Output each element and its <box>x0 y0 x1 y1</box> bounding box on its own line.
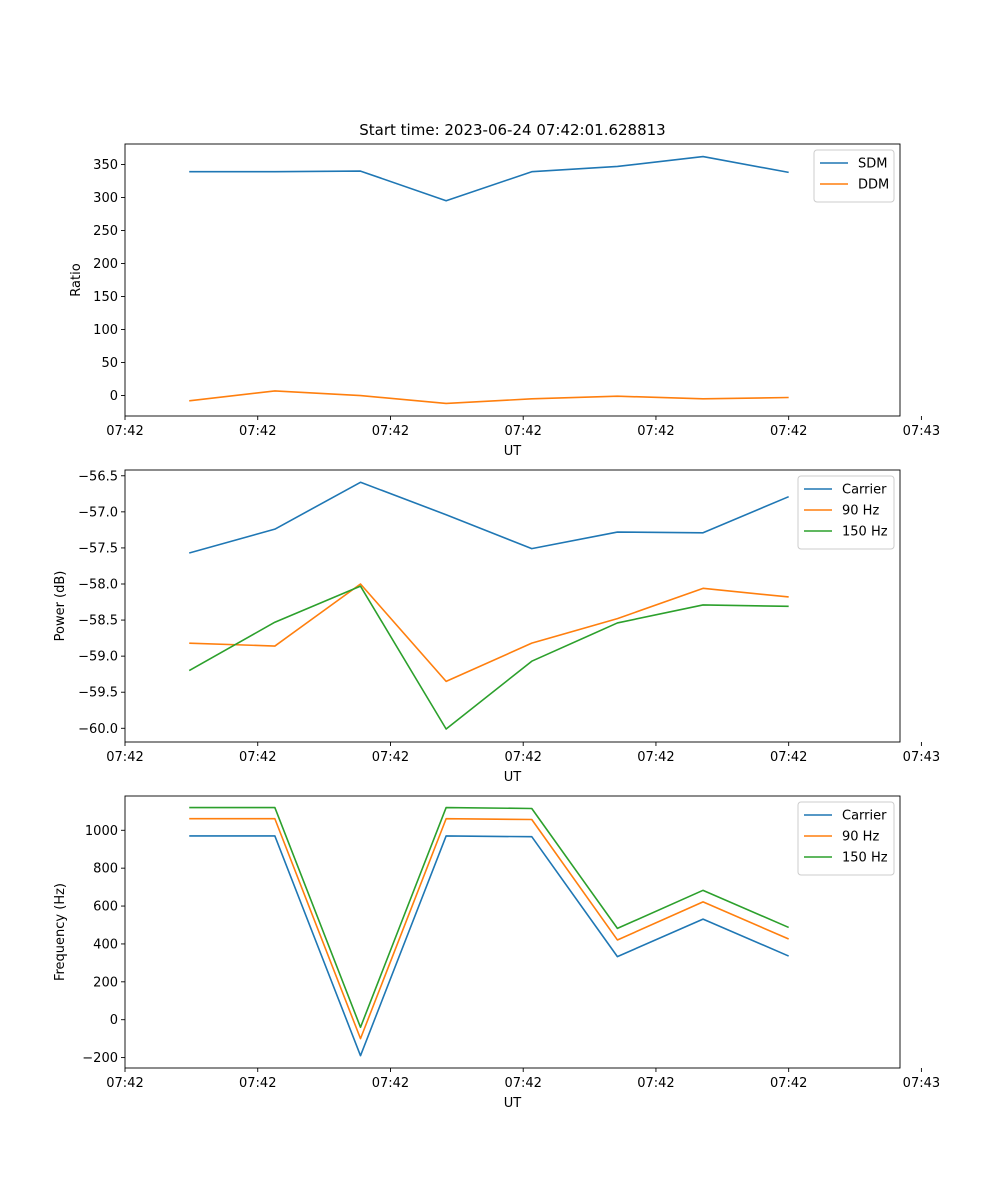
x-tick-label: 07:42 <box>372 750 409 765</box>
legend-entry: Carrier <box>842 809 887 824</box>
x-tick-label: 07:42 <box>106 750 143 765</box>
axes-frame <box>124 143 901 417</box>
chart-panel-1: 07:42 07:42 07:42 07:42 07:42 07:42 07:43 0 50 10… <box>69 121 940 459</box>
series-line-carrier <box>189 835 789 1057</box>
x-tick-label: 07:42 <box>504 424 541 439</box>
y-axis-label: Ratio <box>69 263 84 296</box>
series-line-150-hz <box>189 806 789 1029</box>
axes-frame <box>124 469 901 743</box>
x-tick-label: 07:42 <box>239 750 276 765</box>
y-tick-label: 600 <box>93 900 118 915</box>
x-tick-label: 07:42 <box>637 424 674 439</box>
y-tick-label: 300 <box>93 191 118 206</box>
y-tick-label: 800 <box>93 862 118 877</box>
series-line-sdm <box>189 155 789 202</box>
x-tick-label: 07:42 <box>770 424 807 439</box>
x-tick-label: 07:42 <box>637 750 674 765</box>
x-tick-label: 07:42 <box>637 1076 674 1091</box>
legend-entry: 150 Hz <box>842 525 888 540</box>
x-axis-label: UT <box>504 770 522 785</box>
y-tick-label: −59.0 <box>78 650 118 665</box>
legend: SDM DDM <box>813 149 895 203</box>
series-line-90-hz <box>189 583 789 683</box>
x-tick-label: 07:42 <box>372 1076 409 1091</box>
x-tick-label: 07:43 <box>903 1076 940 1091</box>
axes-frame <box>124 795 901 1069</box>
legend-entry: 90 Hz <box>842 504 879 519</box>
y-tick-label: 350 <box>93 158 118 173</box>
series-line-90-hz <box>189 817 789 1040</box>
y-tick-label: −58.0 <box>78 577 118 592</box>
legend: Carrier 90 Hz 150 Hz <box>797 801 895 876</box>
y-tick-label: 400 <box>93 937 118 952</box>
x-tick-label: 07:42 <box>372 424 409 439</box>
y-tick-label: 200 <box>93 257 118 272</box>
y-tick-label: 200 <box>93 975 118 990</box>
chart-panel-3: 07:42 07:42 07:42 07:42 07:42 07:42 07:43 −200 0… <box>53 795 940 1111</box>
y-tick-label: −57.0 <box>78 505 118 520</box>
y-axis-label: Frequency (Hz) <box>53 883 68 981</box>
legend-entry: Carrier <box>842 483 887 498</box>
y-tick-label: 100 <box>93 323 118 338</box>
x-tick-label: 07:42 <box>239 1076 276 1091</box>
y-tick-label: 0 <box>110 389 118 404</box>
x-axis-label: UT <box>504 1096 522 1111</box>
y-tick-label: −60.0 <box>78 722 118 737</box>
x-axis-label: UT <box>504 444 522 459</box>
y-tick-label: −57.5 <box>78 541 118 556</box>
x-tick-label: 07:43 <box>903 750 940 765</box>
y-tick-label: −59.5 <box>78 686 118 701</box>
x-tick-label: 07:42 <box>504 750 541 765</box>
series-line-ddm <box>189 390 789 405</box>
y-tick-label: 50 <box>101 356 118 371</box>
x-tick-label: 07:42 <box>770 1076 807 1091</box>
legend-entry: 150 Hz <box>842 851 888 866</box>
x-tick-label: 07:42 <box>106 424 143 439</box>
legend-entry: SDM <box>858 157 887 172</box>
x-tick-label: 07:42 <box>106 1076 143 1091</box>
y-axis-label: Power (dB) <box>53 571 68 642</box>
x-tick-label: 07:42 <box>239 424 276 439</box>
series-line-carrier <box>189 481 789 554</box>
y-tick-label: 0 <box>110 1013 118 1028</box>
chart-title: Start time: 2023-06-24 07:42:01.628813 <box>359 121 665 139</box>
y-tick-label: 150 <box>93 290 118 305</box>
legend: Carrier 90 Hz 150 Hz <box>797 475 895 550</box>
y-tick-label: −56.5 <box>78 469 118 484</box>
y-tick-label: 1000 <box>85 824 118 839</box>
x-tick-label: 07:42 <box>504 1076 541 1091</box>
y-tick-label: −58.5 <box>78 614 118 629</box>
legend-entry: DDM <box>858 178 889 193</box>
series-line-150-hz <box>188 585 789 730</box>
legend-entry: 90 Hz <box>842 830 879 845</box>
y-tick-label: 250 <box>93 224 118 239</box>
x-tick-label: 07:43 <box>903 424 940 439</box>
y-tick-label: −200 <box>82 1051 118 1066</box>
x-tick-label: 07:42 <box>770 750 807 765</box>
chart-panel-2: 07:42 07:42 07:42 07:42 07:42 07:42 07:43 −60.0… <box>53 469 940 785</box>
